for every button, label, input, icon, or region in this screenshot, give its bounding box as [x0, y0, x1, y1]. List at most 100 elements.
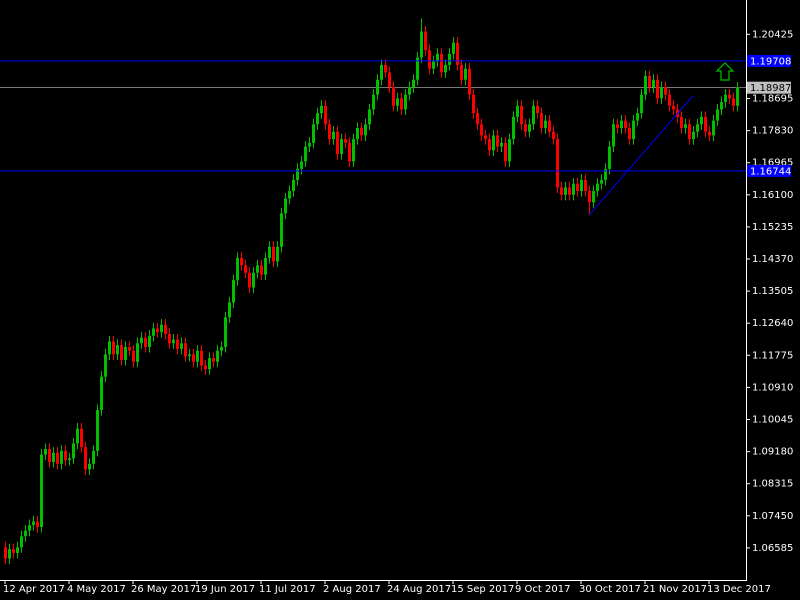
candle-body: [556, 139, 559, 188]
x-tick-label: 21 Nov 2017: [643, 584, 707, 595]
candle-body: [180, 343, 183, 349]
candle-body: [220, 346, 223, 351]
candle-body: [520, 105, 523, 125]
x-tick-label: 4 May 2017: [67, 584, 126, 595]
candle-body: [144, 337, 147, 347]
candle-body: [188, 354, 191, 357]
candle-body: [472, 94, 475, 114]
candle-body: [88, 463, 91, 470]
x-tick-label: 15 Sep 2017: [451, 584, 514, 595]
candle-body: [644, 76, 647, 95]
candle-body: [240, 257, 243, 266]
candle-body: [264, 257, 267, 275]
last-price-label: 1.18987: [750, 83, 791, 94]
candle-body: [152, 328, 155, 336]
candle-body: [612, 124, 615, 147]
candle-body: [308, 142, 311, 147]
x-tick-label: 19 Jun 2017: [195, 584, 255, 595]
candle-body: [496, 135, 499, 147]
candle-body: [312, 124, 315, 143]
candle-body: [192, 354, 195, 362]
candle-body: [648, 76, 651, 88]
level-label-box: [747, 54, 791, 67]
candle-body: [728, 94, 731, 99]
candle-body: [200, 350, 203, 366]
x-tick-label: 9 Oct 2017: [515, 584, 570, 595]
candle-body: [352, 139, 355, 162]
candle-body: [112, 341, 115, 355]
candle-body: [624, 120, 627, 129]
candle-body: [692, 131, 695, 140]
candle-body: [52, 452, 55, 462]
candle-body: [492, 135, 495, 151]
candle-body: [376, 79, 379, 95]
candle-body: [228, 302, 231, 318]
candle-body: [256, 265, 259, 273]
candle-body: [248, 272, 251, 288]
candle-body: [336, 131, 339, 154]
candle-body: [140, 337, 143, 344]
candle-body: [456, 42, 459, 65]
candle-body: [604, 168, 607, 180]
candle-body: [380, 64, 383, 80]
candle-body: [584, 179, 587, 192]
candle-body: [564, 187, 567, 195]
candle-body: [588, 191, 591, 203]
plot-area: [0, 18, 746, 565]
candle-body: [148, 335, 151, 347]
candle-body: [176, 339, 179, 349]
candle-body: [344, 139, 347, 143]
candle-body: [24, 530, 27, 537]
level-label: 1.16744: [750, 166, 791, 177]
y-tick-label: 1.12640: [752, 318, 793, 329]
candle-body: [552, 131, 555, 140]
x-tick-label: 2 Aug 2017: [323, 584, 381, 595]
candle-body: [208, 358, 211, 370]
candle-body: [736, 87, 739, 106]
candle-body: [516, 105, 519, 117]
candle-body: [288, 191, 291, 199]
candle-body: [328, 124, 331, 140]
candle-body: [432, 61, 435, 69]
trendline: [588, 95, 694, 216]
candle-body: [656, 79, 659, 99]
candle-body: [272, 246, 275, 262]
candle-body: [236, 257, 239, 281]
candle-body: [576, 183, 579, 192]
y-tick-label: 1.10045: [752, 415, 793, 426]
candle-body: [724, 94, 727, 103]
candle-body: [580, 179, 583, 192]
candle-body: [416, 57, 419, 80]
candle-body: [96, 410, 99, 451]
candle-body: [48, 449, 51, 462]
candle-body: [260, 265, 263, 275]
candle-body: [720, 102, 723, 110]
candle-body: [384, 64, 387, 73]
candle-body: [424, 31, 427, 51]
candle-body: [348, 142, 351, 162]
candle-body: [32, 521, 35, 526]
candle-body: [124, 346, 127, 360]
y-tick-label: 1.18695: [752, 94, 793, 105]
candle-body: [596, 183, 599, 192]
y-tick-label: 1.10910: [752, 382, 793, 393]
candle-body: [680, 116, 683, 129]
candle-body: [132, 350, 135, 362]
buy-arrow-icon: [715, 62, 735, 81]
candle-body: [412, 79, 415, 88]
candle-body: [12, 549, 15, 553]
candle-body: [204, 365, 207, 370]
candle-body: [156, 328, 159, 333]
candle-body: [56, 452, 59, 464]
candle-body: [212, 358, 215, 362]
candle-body: [252, 272, 255, 288]
x-tick-label: 26 May 2017: [131, 584, 196, 595]
candle-body: [120, 345, 123, 360]
candle-body: [700, 116, 703, 125]
candle-body: [232, 280, 235, 303]
x-tick-label: 24 Aug 2017: [387, 584, 451, 595]
candle-body: [708, 131, 711, 136]
x-tick-label: 13 Dec 2017: [707, 584, 771, 595]
